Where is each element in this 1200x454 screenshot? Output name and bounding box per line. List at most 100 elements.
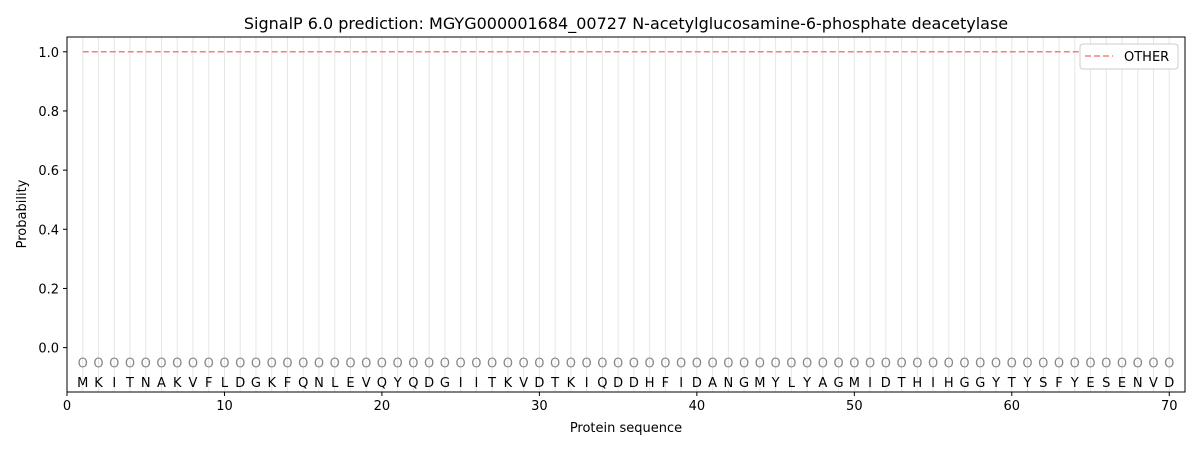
x-tick-label: 60 [1004, 399, 1021, 414]
residue-label: N [723, 376, 733, 391]
residue-label: S [1039, 376, 1047, 391]
residue-label: K [504, 376, 513, 391]
residue-label: H [912, 376, 922, 391]
residue-label: E [1086, 376, 1094, 391]
residue-label: N [1133, 376, 1143, 391]
region-marker: O [471, 356, 481, 371]
region-marker: O [487, 356, 497, 371]
residue-label: A [157, 376, 166, 391]
region-marker: O [345, 356, 355, 371]
residue-label: F [662, 376, 669, 391]
region-marker: O [1085, 356, 1095, 371]
region-marker: O [534, 356, 544, 371]
y-tick-label: 1.0 [38, 46, 59, 61]
residue-label: T [487, 376, 496, 391]
region-marker: O [519, 356, 529, 371]
residue-label: N [314, 376, 324, 391]
residue-label: F [1055, 376, 1062, 391]
region-marker: O [1070, 356, 1080, 371]
region-marker: O [282, 356, 292, 371]
residue-label: Y [802, 376, 811, 391]
y-tick-label: 0.6 [38, 164, 59, 179]
region-marker: O [78, 356, 88, 371]
residue-label: M [754, 376, 765, 391]
x-tick-label: 0 [63, 399, 71, 414]
region-marker: O [723, 356, 733, 371]
region-marker: O [125, 356, 135, 371]
residue-label: A [708, 376, 717, 391]
region-marker: O [645, 356, 655, 371]
region-marker: O [865, 356, 875, 371]
residue-label: S [1102, 376, 1110, 391]
x-tick-label: 10 [216, 399, 233, 414]
region-marker: O [802, 356, 812, 371]
legend: OTHER [1079, 43, 1179, 70]
residue-label: D [424, 376, 434, 391]
y-axis-label: Probability [15, 179, 30, 248]
residue-label: T [125, 376, 134, 391]
residue-label: K [94, 376, 103, 391]
x-axis-ticks: 0 10 20 30 40 50 60 70 [63, 392, 1178, 414]
region-marker: O [660, 356, 670, 371]
region-marker: O [408, 356, 418, 371]
region-marker: O [896, 356, 906, 371]
region-marker: O [928, 356, 938, 371]
region-marker: O [818, 356, 828, 371]
residue-label: G [834, 376, 844, 391]
residue-label: I [585, 376, 589, 391]
region-marker: O [314, 356, 324, 371]
residue-label: K [173, 376, 182, 391]
region-marker: O [298, 356, 308, 371]
residue-label: E [346, 376, 354, 391]
residue-label: I [112, 376, 116, 391]
region-marker: O [330, 356, 340, 371]
region-marker: O [849, 356, 859, 371]
residue-label: V [189, 376, 198, 391]
region-marker: O [503, 356, 513, 371]
residue-label: I [868, 376, 872, 391]
residue-label: G [975, 376, 985, 391]
residue-label: Y [1023, 376, 1032, 391]
region-marker: O [172, 356, 182, 371]
residue-label: Q [298, 376, 308, 391]
y-tick-label: 0.2 [38, 282, 59, 297]
region-marker: O [141, 356, 151, 371]
residue-label: Q [408, 376, 418, 391]
residue-label: T [550, 376, 559, 391]
region-marker: O [393, 356, 403, 371]
residue-label: V [519, 376, 528, 391]
residue-label: K [567, 376, 576, 391]
region-marker: O [440, 356, 450, 371]
y-axis-ticks: 0.0 0.2 0.4 0.6 0.8 1.0 [38, 46, 67, 357]
region-marker: O [1133, 356, 1143, 371]
y-tick-label: 0.4 [38, 223, 59, 238]
residue-label: L [221, 376, 229, 391]
residue-label: L [788, 376, 796, 391]
region-marker: O [944, 356, 954, 371]
region-marker: O [629, 356, 639, 371]
residue-label: Q [377, 376, 387, 391]
region-marker: O [755, 356, 765, 371]
residue-label: L [331, 376, 339, 391]
region-marker: O [881, 356, 891, 371]
region-marker: O [582, 356, 592, 371]
residue-label: D [1164, 376, 1174, 391]
region-marker: O [550, 356, 560, 371]
region-marker: O [1101, 356, 1111, 371]
region-marker: O [613, 356, 623, 371]
region-marker: O [267, 356, 277, 371]
region-marker: O [1117, 356, 1127, 371]
region-marker: O [235, 356, 245, 371]
x-axis-label: Protein sequence [570, 421, 682, 436]
region-marker: O [109, 356, 119, 371]
region-marker: O [739, 356, 749, 371]
region-marker: O [377, 356, 387, 371]
y-tick-label: 0.0 [38, 342, 59, 357]
residue-label: G [251, 376, 261, 391]
region-marker: O [424, 356, 434, 371]
residue-label: I [931, 376, 935, 391]
residue-label: Q [597, 376, 607, 391]
residue-label: N [141, 376, 151, 391]
region-marker: O [707, 356, 717, 371]
